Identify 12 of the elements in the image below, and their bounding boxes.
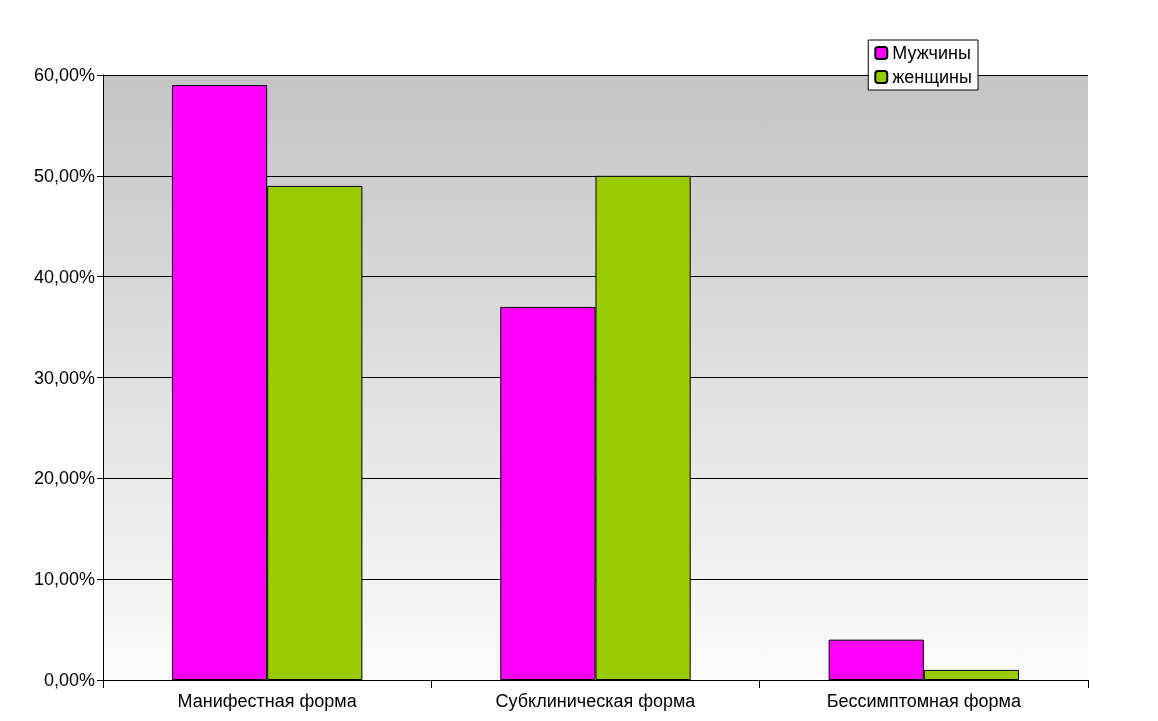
x-tick-label: Субклиническая форма bbox=[495, 691, 697, 711]
x-tick-label: Манифестная форма bbox=[177, 691, 358, 711]
y-tick-label: 50,00% bbox=[33, 165, 95, 186]
y-tick-label: 0,00% bbox=[43, 670, 95, 690]
legend-label: Мужчины bbox=[892, 43, 971, 63]
legend-label: женщины bbox=[892, 67, 972, 87]
y-tick-label: 40,00% bbox=[33, 266, 95, 287]
y-tick-label: 10,00% bbox=[33, 569, 95, 590]
y-tick-label: 60,00% bbox=[33, 65, 95, 85]
y-tick-label: 30,00% bbox=[33, 367, 95, 388]
x-tick-label: Бессимптомная форма bbox=[826, 691, 1022, 711]
y-tick-label: 20,00% bbox=[33, 468, 95, 489]
